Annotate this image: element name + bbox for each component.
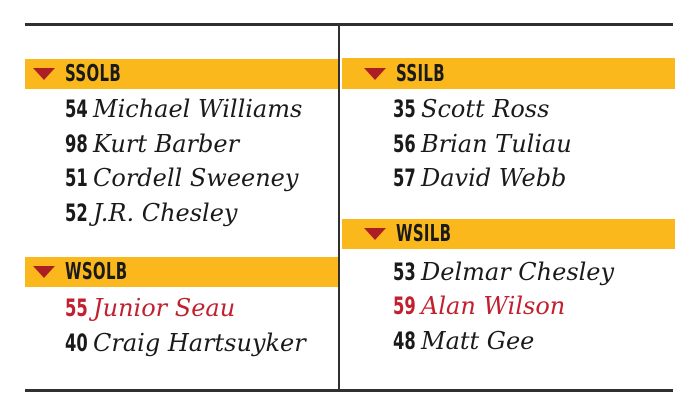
player-number: 51 <box>65 164 88 192</box>
player-row: 35 Scott Ross <box>342 92 675 127</box>
player-name: David Webb <box>421 164 567 192</box>
column-divider <box>338 23 340 392</box>
player-row: 54 Michael Williams <box>25 92 338 127</box>
player-row: 53 Delmar Chesley <box>342 255 675 290</box>
position-label: WSOLB <box>65 259 128 285</box>
down-triangle-icon <box>33 266 55 278</box>
player-name: Craig Hartsuyker <box>93 328 306 357</box>
position-header-wsolb: WSOLB <box>25 257 338 287</box>
bottom-rule <box>25 389 673 392</box>
down-triangle-icon <box>364 67 386 80</box>
player-number: 53 <box>393 257 416 286</box>
down-triangle-icon <box>364 228 386 240</box>
player-name: Kurt Barber <box>93 129 240 158</box>
player-name: Brian Tuliau <box>421 129 572 158</box>
top-rule <box>25 23 673 26</box>
player-number: 48 <box>393 326 416 355</box>
player-name: Junior Seau <box>93 294 236 322</box>
player-row: 98 Kurt Barber <box>25 127 338 162</box>
player-name: Matt Gee <box>421 326 535 355</box>
player-number: 54 <box>65 95 88 123</box>
player-number: 40 <box>65 328 88 357</box>
player-list-wsolb: 55 Junior Seau 40 Craig Hartsuyker <box>25 291 338 360</box>
player-row: 56 Brian Tuliau <box>342 127 675 162</box>
player-row: 52 J.R. Chesley <box>25 196 338 231</box>
down-triangle-icon <box>33 68 55 80</box>
player-name: Alan Wilson <box>421 292 566 320</box>
player-list-ssolb: 54 Michael Williams 98 Kurt Barber 51 Corde… <box>25 92 338 230</box>
player-name: Delmar Chesley <box>421 257 615 286</box>
player-name: Cordell Sweeney <box>93 164 299 192</box>
player-row: 59 Alan Wilson <box>342 289 675 324</box>
column-right: SSILB 35 Scott Ross 56 Brian Tuliau 57 Davi… <box>342 24 675 358</box>
player-number: 35 <box>393 95 416 123</box>
player-row: 40 Craig Hartsuyker <box>25 326 338 361</box>
player-name: Scott Ross <box>421 95 550 123</box>
position-label: SSOLB <box>65 61 122 87</box>
player-name: J.R. Chesley <box>93 198 238 227</box>
position-label: WSILB <box>396 221 452 247</box>
position-header-ssilb: SSILB <box>342 58 675 89</box>
player-list-wsilb: 53 Delmar Chesley 59 Alan Wilson 48 Matt Ge… <box>342 255 675 359</box>
player-number: 59 <box>393 292 416 320</box>
position-header-ssolb: SSOLB <box>25 59 338 89</box>
player-number: 57 <box>393 164 416 192</box>
column-left: SSOLB 54 Michael Williams 98 Kurt Barber 5… <box>25 24 338 360</box>
player-row: 57 David Webb <box>342 161 675 196</box>
player-row: 51 Cordell Sweeney <box>25 161 338 196</box>
position-label: SSILB <box>396 60 445 87</box>
player-number: 52 <box>65 198 88 227</box>
player-number: 55 <box>65 294 88 322</box>
player-row: 48 Matt Gee <box>342 324 675 359</box>
player-list-ssilb: 35 Scott Ross 56 Brian Tuliau 57 David Webb <box>342 92 675 196</box>
player-name: Michael Williams <box>93 95 303 123</box>
player-number: 98 <box>65 129 88 158</box>
player-number: 56 <box>393 129 416 158</box>
player-row: 55 Junior Seau <box>25 291 338 326</box>
position-header-wsilb: WSILB <box>342 219 675 249</box>
